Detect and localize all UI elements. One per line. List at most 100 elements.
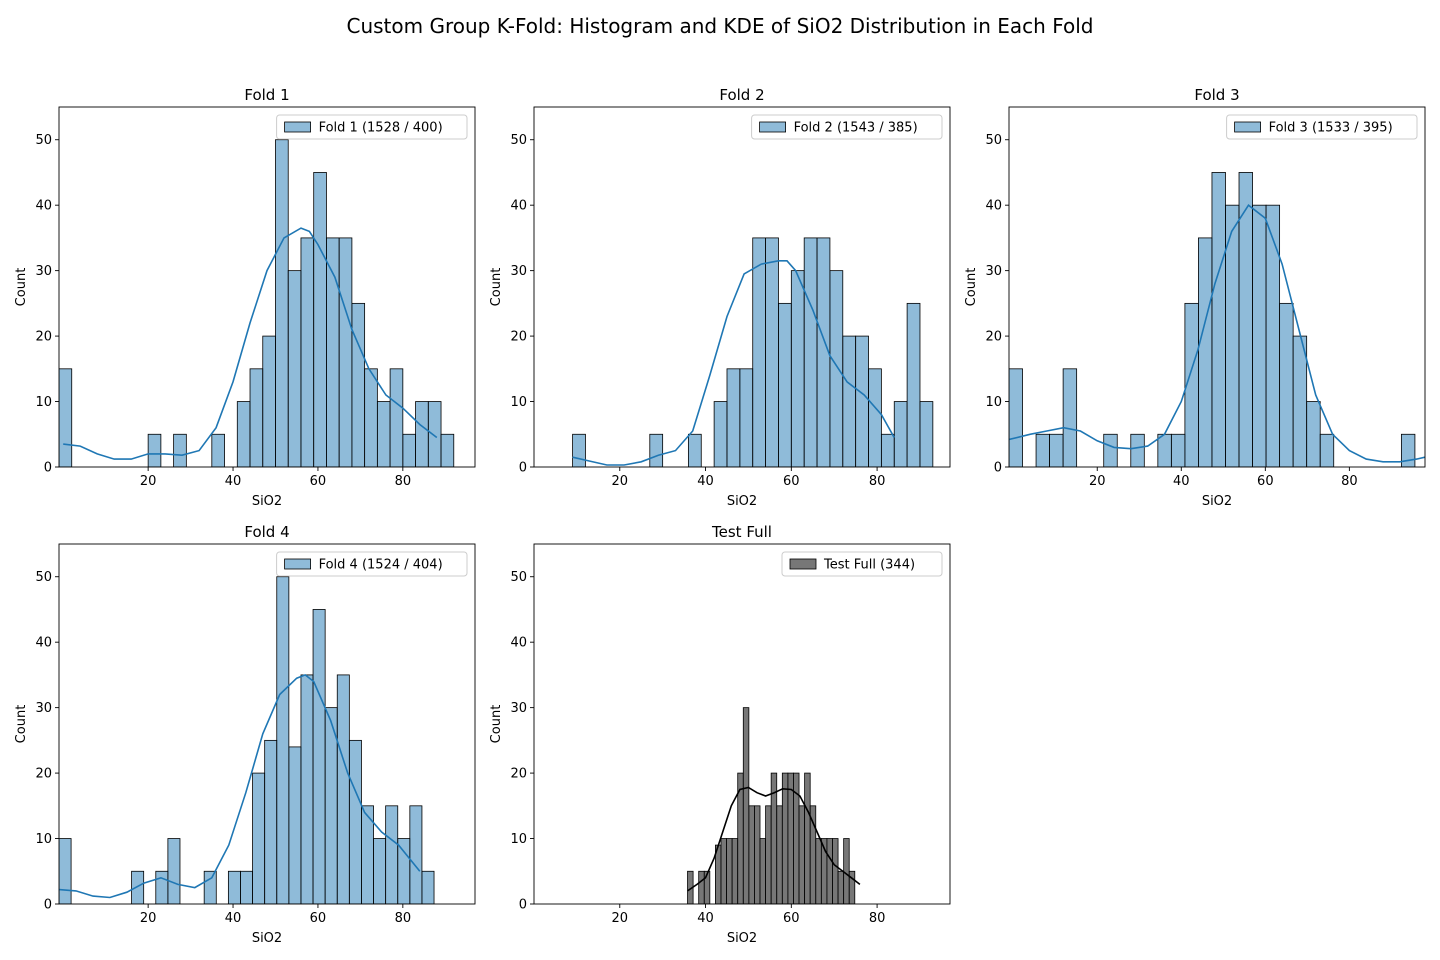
y-tick-label: 30 [35,264,52,279]
x-axis-label: SiO2 [727,494,757,509]
legend-label: Fold 1 (1528 / 400) [319,121,443,136]
subplot-title: Fold 2 [719,86,764,104]
kde-line [687,786,861,892]
histogram-bar [389,368,404,467]
histogram-bar [415,401,429,467]
x-tick-label: 60 [310,911,327,926]
histogram-bar [373,838,387,904]
histogram-bar [855,335,869,467]
histogram-bars [59,576,435,904]
figure-title: Custom Group K-Fold: Histogram and KDE o… [346,14,1094,38]
legend: Fold 1 (1528 / 400) [276,114,468,140]
x-tick-label: 20 [140,474,157,489]
histogram-bar [397,838,411,904]
y-tick-label: 30 [985,264,1002,279]
histogram-bar [832,838,839,904]
x-tick-label: 20 [1089,474,1106,489]
y-tick-label: 40 [35,636,52,651]
y-tick-label: 10 [985,395,1002,410]
histogram-bar [155,870,169,904]
x-tick-label: 40 [1173,474,1190,489]
histogram-bar [880,433,895,467]
histogram-bar [336,674,350,904]
legend-box [781,551,943,577]
histogram-bar [421,870,435,904]
histogram-bar [649,433,664,467]
histogram-bar [351,302,366,467]
legend: Fold 2 (1543 / 385) [751,114,943,140]
histogram-bar [742,707,750,904]
histogram-bar [385,805,399,904]
histogram-bar [726,368,741,467]
histogram-bar [837,870,845,904]
y-tick-label: 50 [510,570,527,585]
histogram-bar [1009,368,1023,467]
x-tick-label: 60 [1257,474,1274,489]
subplot-title: Fold 3 [1194,86,1239,104]
y-tick-label: 40 [510,636,527,651]
histogram-bar [778,302,792,467]
legend-box [1226,114,1418,140]
histogram-bar [572,433,586,467]
y-tick-label: 50 [35,570,52,585]
y-tick-label: 10 [35,395,52,410]
histogram-bar [440,433,455,467]
histogram-bar [203,870,217,904]
histogram-bar [698,870,705,904]
y-tick-label: 0 [44,461,52,476]
axes-frame [533,106,951,468]
histogram-bar [1062,368,1078,467]
histogram-bar [687,433,702,467]
histogram-bar [173,433,187,467]
histogram-bar [804,772,811,904]
x-tick-label: 20 [611,911,628,926]
histogram-bar [1265,204,1281,467]
x-tick-label: 80 [395,911,412,926]
x-tick-label: 60 [783,911,800,926]
x-tick-label: 40 [697,474,714,489]
histogram-bar [348,739,362,904]
histogram-bar [252,772,266,904]
x-axis-label: SiO2 [252,931,282,946]
subplot-2: 20 40 60 80 0 10 20 30 40 50 Fold 2 SiO2 Count Fold 2… [489,86,951,509]
x-tick-label: 80 [1341,474,1358,489]
histogram-bar [765,237,779,467]
histogram-bar [754,805,761,904]
histogram-bar [59,838,72,904]
subplot-title: Fold 4 [244,523,289,541]
subplot-title: Fold 1 [244,86,289,104]
kde-line [63,227,438,460]
histogram-bar [300,237,315,467]
histogram-bar [376,401,391,467]
histogram-bar [868,368,882,467]
legend-label: Test Full (344) [823,558,915,573]
histogram-bar [1049,433,1064,467]
histogram-bar [906,302,921,467]
axes-frame [58,543,476,905]
histogram-bar [1130,433,1145,467]
y-axis-label: Count [964,268,979,307]
histogram-bar [131,870,145,904]
histogram-bar [59,368,73,467]
y-tick-label: 40 [510,199,527,214]
subplot-title: Test Full [711,523,772,541]
x-tick-label: 40 [697,911,714,926]
histogram-bar [313,172,327,467]
y-axis-label: Count [489,268,504,307]
histogram-bar [312,609,326,904]
histogram-bar [249,368,264,467]
histogram-bar [364,368,378,467]
y-tick-label: 0 [994,461,1002,476]
x-tick-label: 40 [225,474,242,489]
subplot-1: 20 40 60 80 0 10 20 30 40 50 Fold 1 SiO2 Count Fold 1… [14,86,476,509]
kde-line [59,673,421,899]
histogram-bar [240,870,253,904]
histogram-bar [287,270,302,467]
histogram-bar [275,139,289,467]
y-tick-label: 0 [519,461,527,476]
y-tick-label: 50 [35,133,52,148]
histogram-bar [815,838,822,904]
y-tick-label: 10 [510,395,527,410]
histogram-bar [752,237,766,467]
